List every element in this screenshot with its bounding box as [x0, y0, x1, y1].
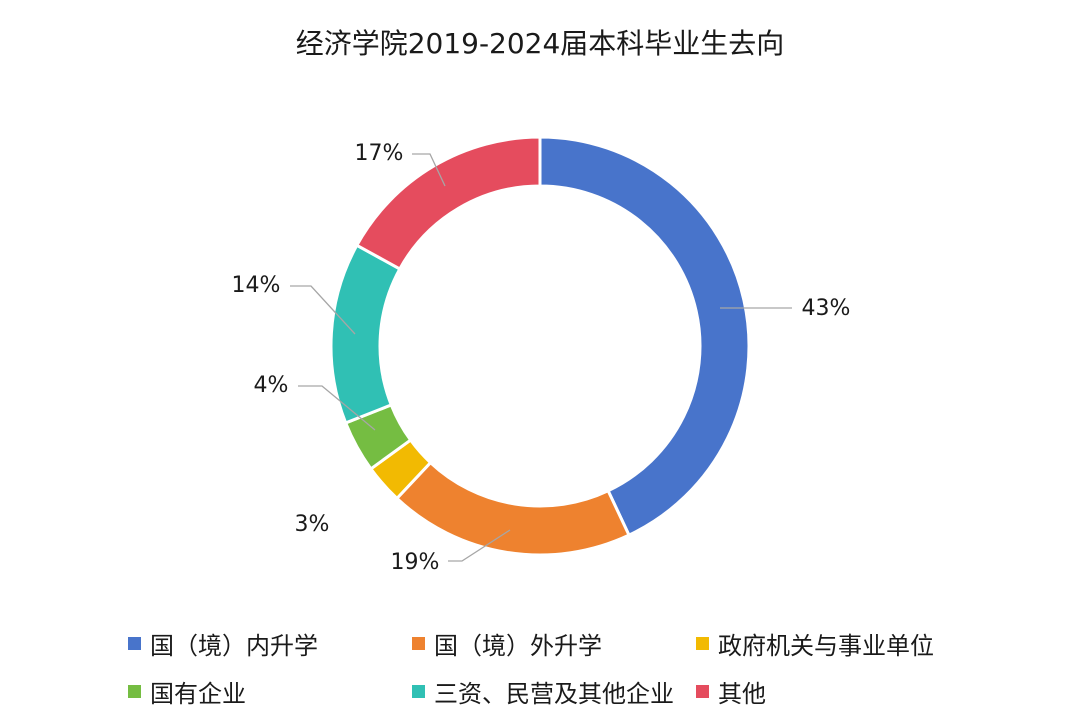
- donut-slice: [354, 135, 542, 271]
- legend-item: 国有企业: [128, 674, 246, 709]
- legend-swatch: [696, 685, 709, 698]
- legend-item: 政府机关与事业单位: [696, 626, 934, 661]
- legend-label: 国（境）内升学: [150, 632, 318, 660]
- legend-item: 三资、民营及其他企业: [412, 674, 674, 709]
- legend-swatch: [128, 637, 141, 650]
- data-label: 3%: [295, 512, 330, 537]
- legend-item: 国（境）外升学: [412, 626, 602, 661]
- legend-swatch: [412, 637, 425, 650]
- leader-line: [412, 153, 446, 187]
- leader-line: [290, 285, 356, 335]
- legend-label: 国有企业: [150, 680, 246, 708]
- leader-line: [298, 385, 376, 431]
- legend-item: 国（境）内升学: [128, 626, 318, 661]
- data-label: 14%: [232, 273, 281, 298]
- donut-slice: [394, 460, 631, 557]
- legend-swatch: [412, 685, 425, 698]
- legend-swatch: [128, 685, 141, 698]
- legend-swatch: [696, 637, 709, 650]
- data-label: 43%: [802, 296, 851, 321]
- legend-label: 其他: [718, 680, 766, 708]
- legend-label: 国（境）外升学: [434, 632, 602, 660]
- donut-slice: [329, 243, 402, 425]
- donut-slice: [538, 135, 751, 538]
- legend-label: 政府机关与事业单位: [718, 632, 934, 660]
- leader-line: [448, 529, 511, 562]
- data-label: 19%: [391, 550, 440, 575]
- data-label: 4%: [254, 373, 289, 398]
- legend-item: 其他: [696, 674, 766, 709]
- data-label: 17%: [355, 141, 404, 166]
- legend-label: 三资、民营及其他企业: [434, 680, 674, 708]
- chart-title: 经济学院2019-2024届本科毕业生去向: [295, 27, 785, 60]
